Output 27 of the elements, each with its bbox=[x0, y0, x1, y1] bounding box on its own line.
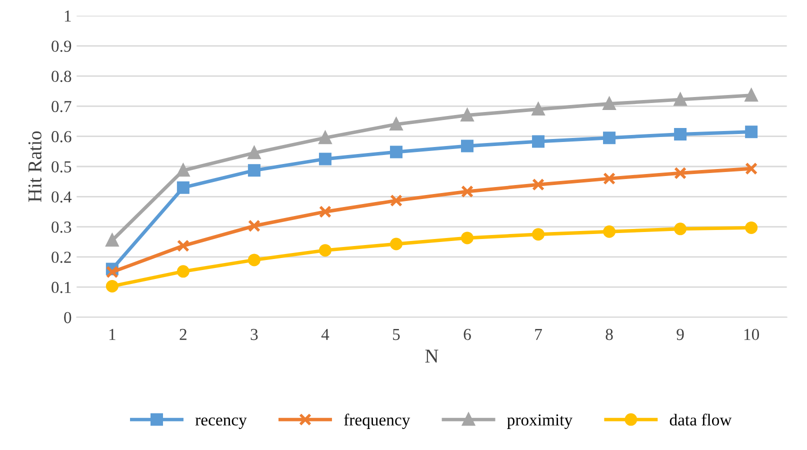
x-axis-title: N bbox=[425, 350, 438, 363]
legend-label: proximity bbox=[507, 414, 573, 429]
y-tick-label: 0.4 bbox=[52, 191, 72, 203]
y-tick-label: 0.3 bbox=[52, 222, 72, 233]
legend-label: recency bbox=[195, 418, 247, 429]
y-tick-label: 0.6 bbox=[52, 131, 72, 142]
x-tick-label: 1 bbox=[109, 328, 116, 340]
x-tick-label: 3 bbox=[250, 328, 258, 340]
y-tick-label: 0.5 bbox=[52, 161, 72, 173]
y-tick-label: 0.7 bbox=[52, 100, 72, 112]
x-tick-label: 5 bbox=[393, 329, 400, 340]
x-tick-label: 9 bbox=[676, 328, 684, 340]
y-tick-label: 0.9 bbox=[52, 40, 72, 52]
x-tick-label: 6 bbox=[464, 328, 471, 340]
legend-label: frequency bbox=[344, 414, 410, 429]
x-tick-label: 4 bbox=[321, 328, 330, 340]
y-tick-label: 0.2 bbox=[52, 252, 71, 263]
y-tick-label: 1 bbox=[64, 10, 71, 22]
x-tick-label: 10 bbox=[744, 328, 760, 340]
y-axis-title: Hit Ratio bbox=[28, 131, 42, 202]
y-tick-label: 0.1 bbox=[52, 282, 71, 294]
x-tick-label: 8 bbox=[606, 328, 613, 340]
legend-label: data flow bbox=[670, 414, 732, 426]
x-tick-label: 7 bbox=[535, 329, 542, 340]
x-tick-label: 2 bbox=[180, 328, 186, 340]
y-tick-label: 0.8 bbox=[52, 70, 72, 82]
y-tick-label: 0 bbox=[64, 312, 72, 324]
